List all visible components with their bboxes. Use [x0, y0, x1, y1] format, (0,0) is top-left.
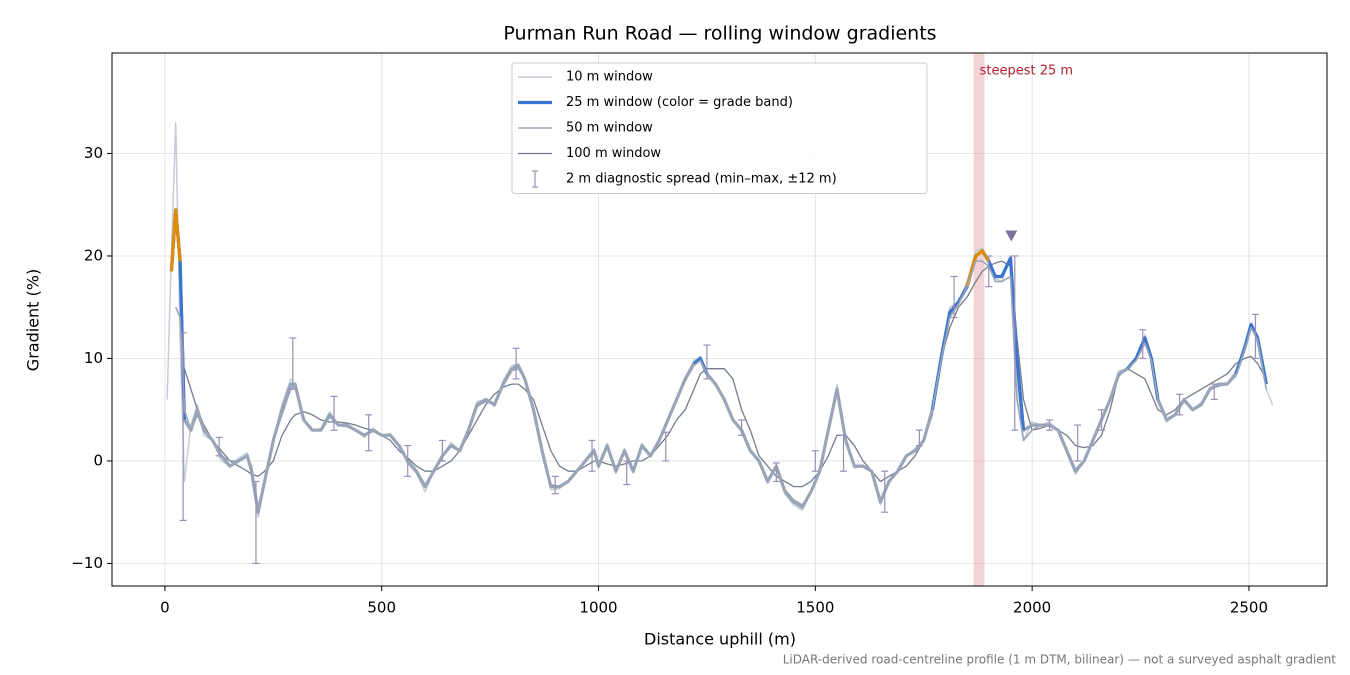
x-tick-label: 500	[367, 599, 396, 617]
error-bar	[772, 462, 780, 483]
series-line	[174, 260, 1268, 508]
error-bar	[179, 332, 187, 522]
error-bar	[1045, 419, 1053, 431]
legend-label: 10 m window	[566, 70, 653, 85]
highlight-band	[973, 53, 985, 586]
series-line	[183, 260, 1267, 488]
x-tick-label: 1000	[579, 599, 617, 617]
x-axis-label: Distance uphill (m)	[644, 630, 796, 649]
error-bar	[811, 450, 819, 472]
y-tick-label: 0	[93, 451, 103, 469]
error-bar	[365, 414, 373, 452]
error-bar	[662, 431, 670, 462]
error-bar	[623, 460, 631, 486]
y-tick-label: 20	[84, 246, 103, 264]
legend-label: 100 m window	[566, 146, 661, 161]
y-tick-label: 10	[84, 349, 103, 367]
error-bar	[330, 395, 338, 431]
chart-title: Purman Run Road — rolling window gradien…	[503, 23, 936, 45]
x-tick-label: 2500	[1230, 599, 1268, 617]
error-bar	[881, 470, 889, 513]
error-bar	[289, 337, 297, 390]
error-bar	[252, 480, 260, 565]
peak-marker	[1005, 230, 1018, 242]
error-bar	[1098, 409, 1106, 431]
error-bar	[512, 347, 520, 380]
error-bar	[1139, 329, 1147, 360]
plot-frame	[111, 52, 1328, 587]
x-tick-label: 0	[160, 599, 170, 617]
y-tick-label: 30	[84, 144, 103, 162]
error-bar	[915, 429, 923, 447]
legend-label: 25 m window (color = grade band)	[566, 95, 793, 110]
highlight-label: steepest 25 m	[980, 64, 1073, 79]
error-bar	[215, 436, 223, 457]
error-bar	[1176, 393, 1184, 416]
error-bar	[1210, 383, 1218, 401]
error-bar	[551, 475, 559, 495]
grade-band-line	[169, 208, 1268, 431]
y-axis-label: Gradient (%)	[24, 269, 43, 371]
legend-label: 2 m diagnostic spread (min–max, ±12 m)	[566, 172, 837, 187]
error-bar	[840, 434, 848, 472]
error-bar	[985, 255, 993, 288]
error-bar	[703, 344, 711, 380]
error-bar	[1251, 313, 1259, 360]
error-bar	[438, 439, 446, 462]
y-tick-label: −10	[71, 554, 103, 572]
error-bar	[950, 275, 958, 319]
error-bar	[1074, 424, 1082, 462]
x-tick-label: 1500	[796, 599, 834, 617]
error-bar	[1011, 255, 1019, 431]
x-tick-label: 2000	[1013, 599, 1051, 617]
error-bar	[404, 444, 412, 477]
plot-area	[112, 53, 1327, 586]
legend-label: 50 m window	[566, 121, 653, 136]
series-line	[169, 208, 1268, 514]
legend-box	[511, 62, 928, 194]
error-bar	[738, 419, 746, 436]
footnote: LiDAR-derived road-centreline profile (1…	[783, 653, 1337, 667]
grade-band-line	[169, 208, 991, 288]
error-bar	[588, 439, 596, 472]
